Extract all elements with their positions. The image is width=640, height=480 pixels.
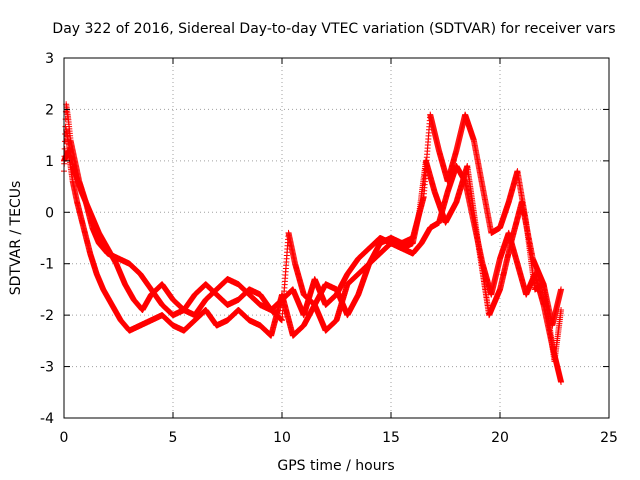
data-points bbox=[61, 101, 565, 385]
chart-title: Day 322 of 2016, Sidereal Day-to-day VTE… bbox=[52, 21, 615, 37]
series-sdtvar-track-b bbox=[61, 147, 565, 385]
